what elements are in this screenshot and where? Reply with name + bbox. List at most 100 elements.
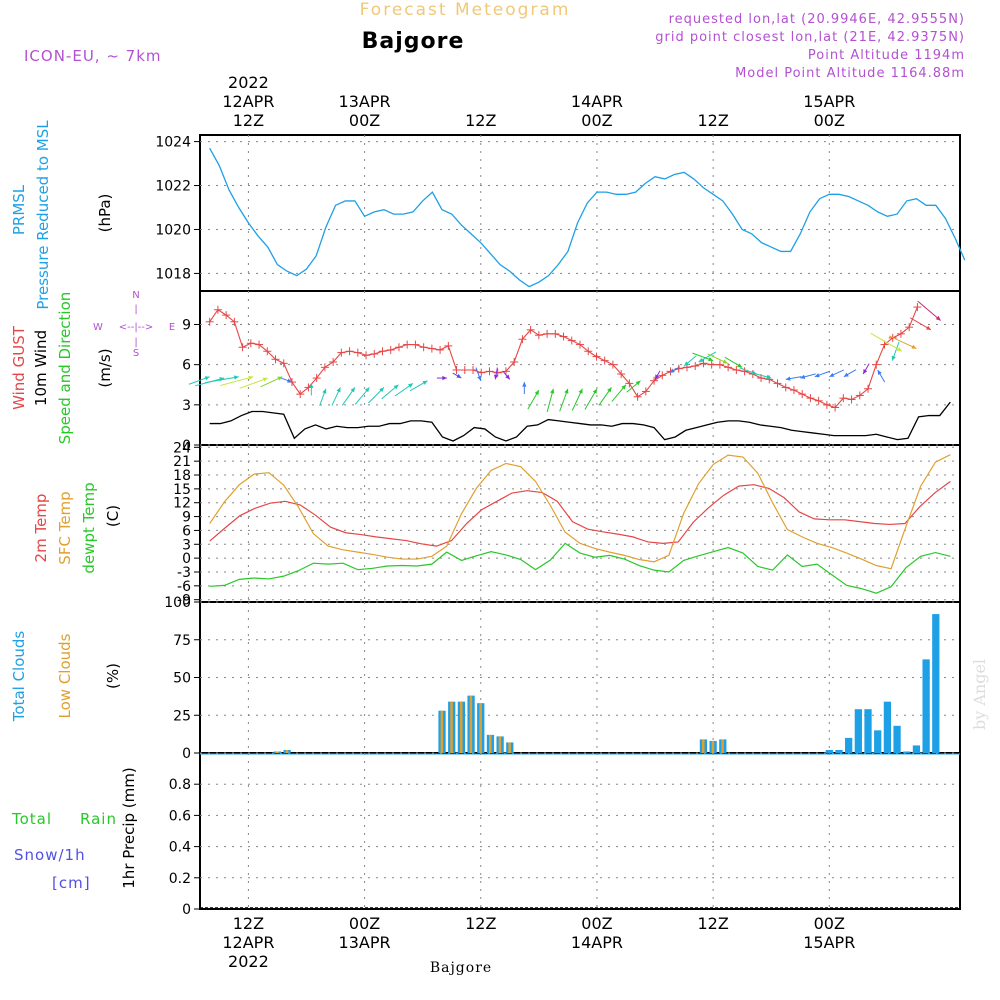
pressure-line xyxy=(209,147,966,288)
total-clouds-bar xyxy=(854,709,862,753)
wind-gust-marker xyxy=(913,303,922,312)
dewpt-line xyxy=(209,542,951,594)
wind-gust-marker xyxy=(378,347,387,356)
clouds-ytick-label: 100 xyxy=(164,595,191,611)
wind-speed-dir-label: Speed and Direction xyxy=(56,292,74,445)
wind-gust-marker xyxy=(312,374,321,383)
wind-gust-marker xyxy=(567,336,576,345)
total-clouds-label: Total Clouds xyxy=(10,631,28,723)
sfc-temp-label: SFC Temp xyxy=(56,491,74,564)
time-label: 2022 xyxy=(228,952,269,971)
time-label: 13APR xyxy=(339,933,391,952)
clouds-ytick-label: 0 xyxy=(182,746,191,762)
time-label: 12Z xyxy=(697,111,728,130)
wind-gust-marker xyxy=(789,386,798,395)
data-series xyxy=(188,147,966,909)
wind-direction-arrow xyxy=(843,369,857,378)
wind-gust-marker xyxy=(600,356,609,365)
time-label: 12APR xyxy=(222,933,274,952)
wind-ytick-label: 3 xyxy=(182,398,191,414)
pressure-ytick-label: 1018 xyxy=(155,266,191,282)
wind-gust-marker xyxy=(740,367,749,376)
wind-gust-marker xyxy=(370,349,379,358)
wind-direction-arrow xyxy=(409,380,428,392)
wind-gust-marker xyxy=(806,394,815,403)
compass-e: E xyxy=(169,322,175,333)
wind-gust-marker xyxy=(353,348,362,357)
total-clouds-bar xyxy=(825,749,833,753)
wind-gust-marker xyxy=(831,403,840,412)
wind-gust-marker xyxy=(847,395,856,404)
wind-gust-marker xyxy=(230,317,239,326)
wind-direction-arrow xyxy=(331,387,341,406)
wind-direction-arrow xyxy=(654,370,661,380)
wind-gust-marker xyxy=(263,347,272,356)
model-altitude: Model Point Altitude 1164.88m xyxy=(735,66,965,81)
wind-gust-marker xyxy=(724,363,733,372)
watermark: by Angel xyxy=(970,659,989,730)
wind-gust-marker xyxy=(584,347,593,356)
wind-gust-marker xyxy=(469,366,478,375)
wind-frame xyxy=(199,290,961,446)
temperature-ytick-label: 12 xyxy=(173,496,191,512)
wind-gust-marker xyxy=(205,317,214,326)
wind-gust-marker xyxy=(411,340,420,349)
wind-gust-marker xyxy=(633,392,642,401)
total-clouds-bar xyxy=(883,701,892,753)
wind-direction-arrow xyxy=(753,372,772,379)
pressure-ytick-label: 1022 xyxy=(155,179,191,195)
time-label: 00Z xyxy=(349,111,380,130)
wind-direction-arrow xyxy=(598,387,612,406)
low-clouds-bar xyxy=(711,740,715,753)
wind-gust-marker xyxy=(641,387,650,396)
wind-10m-line xyxy=(209,401,951,442)
point-altitude: Point Altitude 1194m xyxy=(808,48,965,63)
wind-direction-arrow xyxy=(502,371,511,380)
time-label: 12Z xyxy=(233,111,264,130)
time-label: 12Z xyxy=(465,914,496,933)
wind-gust-marker xyxy=(526,325,535,334)
low-clouds-bar xyxy=(701,739,705,753)
wind-gust-marker xyxy=(798,390,807,399)
wind-gust-marker xyxy=(477,368,486,377)
precipitation-ytick-label: 0 xyxy=(182,902,191,918)
wind-unit: (m/s) xyxy=(96,348,114,387)
temperature-ytick-label: 21 xyxy=(173,454,191,470)
wind-gust-marker xyxy=(427,344,436,353)
wind-gust-marker xyxy=(320,363,329,372)
wind-direction-arrow xyxy=(829,369,845,378)
wind-gust-marker xyxy=(452,366,461,375)
wind-direction-arrow xyxy=(724,356,743,368)
time-label: 13APR xyxy=(339,92,391,111)
wind-direction-arrow xyxy=(814,370,830,378)
temp-labels: 2m Temp SFC Temp dewpt Temp (C) xyxy=(32,482,122,573)
temperature-ytick-label: 3 xyxy=(182,537,191,553)
t2m-line xyxy=(209,480,951,547)
wind-gust-marker xyxy=(510,357,519,366)
wind-gust-marker xyxy=(576,340,584,349)
wind-gust-marker xyxy=(238,343,247,352)
wind-direction-arrow xyxy=(584,388,598,410)
wind-gust-marker xyxy=(419,343,428,352)
wind-direction-arrow xyxy=(319,388,327,406)
wind-gust-marker xyxy=(543,329,552,338)
temperature-ytick-label: -3 xyxy=(177,565,191,581)
compass-n: N xyxy=(132,290,139,301)
wind-gust-marker xyxy=(592,352,601,361)
wind-direction-arrow xyxy=(341,387,356,406)
total-clouds-bar xyxy=(845,737,853,753)
wind-direction-arrow xyxy=(452,372,462,379)
compass-w: W xyxy=(93,322,103,333)
temperature-ytick-label: 24 xyxy=(173,440,191,456)
wind-direction-arrow xyxy=(626,380,641,393)
wind-gust-marker xyxy=(485,367,494,376)
wind-direction-arrow xyxy=(870,332,903,352)
wind-gust-marker xyxy=(551,329,560,338)
temperature-ytick-label: 6 xyxy=(182,523,191,539)
wind-direction-arrow xyxy=(785,376,802,381)
total-clouds-bar xyxy=(912,745,921,753)
time-label: 00Z xyxy=(581,914,612,933)
wind-direction-arrow xyxy=(909,317,932,331)
top-title: Forecast Meteogram xyxy=(360,0,571,20)
y-axis-ticks: 10181020102210240369-9-6-303691215182124… xyxy=(155,135,200,918)
